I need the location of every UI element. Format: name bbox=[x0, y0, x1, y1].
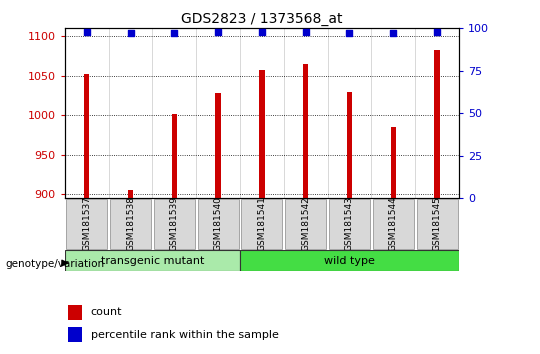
Bar bbox=[303, 64, 308, 198]
Bar bbox=[128, 190, 133, 198]
FancyBboxPatch shape bbox=[329, 199, 370, 249]
Text: count: count bbox=[91, 307, 122, 317]
Text: GSM181538: GSM181538 bbox=[126, 196, 135, 251]
FancyBboxPatch shape bbox=[110, 199, 151, 249]
Point bbox=[389, 30, 397, 36]
FancyBboxPatch shape bbox=[154, 199, 195, 249]
Bar bbox=[84, 74, 89, 198]
Point bbox=[433, 29, 441, 35]
Text: percentile rank within the sample: percentile rank within the sample bbox=[91, 330, 279, 339]
Point bbox=[170, 30, 179, 36]
FancyBboxPatch shape bbox=[240, 250, 459, 271]
Bar bbox=[172, 114, 177, 198]
FancyBboxPatch shape bbox=[66, 199, 107, 249]
Bar bbox=[259, 70, 265, 198]
FancyBboxPatch shape bbox=[285, 199, 326, 249]
Text: GSM181543: GSM181543 bbox=[345, 196, 354, 251]
Text: GSM181545: GSM181545 bbox=[433, 196, 442, 251]
Text: transgenic mutant: transgenic mutant bbox=[101, 256, 204, 266]
Text: GSM181541: GSM181541 bbox=[258, 196, 266, 251]
Bar bbox=[347, 92, 352, 198]
Bar bbox=[68, 305, 82, 320]
Point bbox=[126, 30, 135, 36]
Text: GSM181539: GSM181539 bbox=[170, 196, 179, 251]
FancyBboxPatch shape bbox=[198, 199, 239, 249]
FancyBboxPatch shape bbox=[416, 199, 458, 249]
FancyBboxPatch shape bbox=[373, 199, 414, 249]
Point bbox=[258, 29, 266, 35]
Point bbox=[83, 29, 91, 35]
Text: GSM181544: GSM181544 bbox=[389, 196, 398, 251]
Text: GSM181542: GSM181542 bbox=[301, 196, 310, 251]
Bar bbox=[435, 51, 440, 198]
Bar bbox=[68, 327, 82, 342]
Bar bbox=[215, 93, 221, 198]
FancyBboxPatch shape bbox=[65, 250, 240, 271]
Text: GSM181537: GSM181537 bbox=[82, 196, 91, 251]
Bar bbox=[390, 127, 396, 198]
Text: wild type: wild type bbox=[324, 256, 375, 266]
Text: GSM181540: GSM181540 bbox=[214, 196, 222, 251]
FancyBboxPatch shape bbox=[241, 199, 282, 249]
Point bbox=[301, 29, 310, 35]
Point bbox=[345, 30, 354, 36]
Title: GDS2823 / 1373568_at: GDS2823 / 1373568_at bbox=[181, 12, 343, 26]
Point bbox=[214, 29, 222, 35]
Text: genotype/variation: genotype/variation bbox=[5, 259, 105, 269]
